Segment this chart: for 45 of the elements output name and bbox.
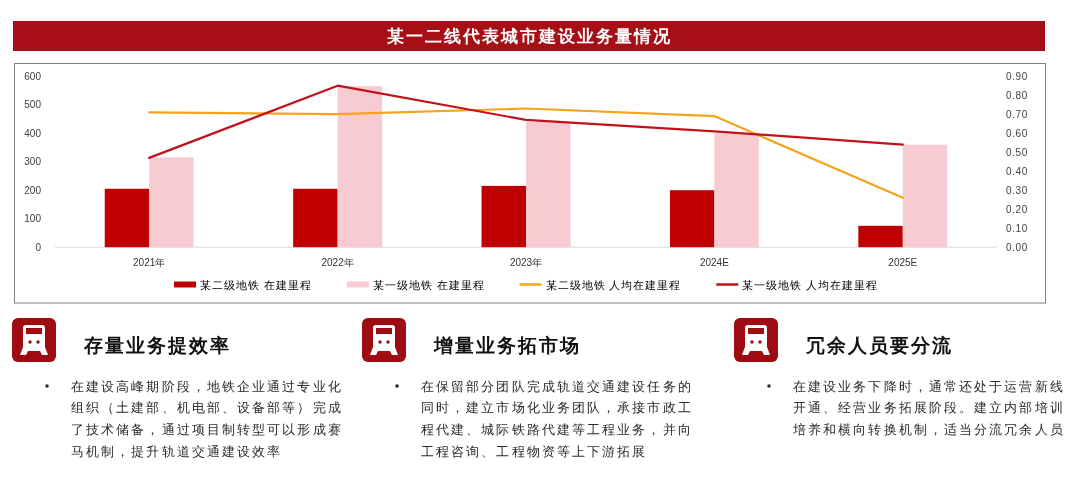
y2-tick-label: 0.60 (1006, 127, 1028, 139)
y2-tick-label: 0.30 (1006, 184, 1028, 196)
x-tick-label: 2024E (699, 256, 730, 268)
text: 增量业务拓市场 (434, 334, 581, 358)
bar (714, 133, 759, 248)
x-tick-label: 2021年 (133, 256, 166, 268)
y2-tick-label: 0.70 (1006, 108, 1028, 120)
y-tick-label: 0 (35, 241, 42, 253)
y-tick-label: 100 (24, 213, 42, 225)
bar (104, 188, 150, 248)
y2-tick-label: 0.10 (1006, 222, 1028, 234)
y-tick-label: 500 (24, 99, 42, 111)
y2-tick-label: 0.20 (1006, 203, 1028, 215)
y2-tick-label: 0.40 (1006, 165, 1028, 177)
chart-title: 某一二线代表城市建设业务量情况 (385, 26, 672, 46)
legend-label: 某二级地铁 人均在建里程 (545, 278, 682, 291)
line-series (148, 107, 904, 199)
text: 在保留部分团队完成轨道交通建设任务的同时，建立市场化业务团队，承接市政工程代建、城际铁路代建等工程业务，并向工程咨询、工程物资等上下游拓展 (421, 378, 693, 459)
y2-tick-label: 0.80 (1006, 89, 1028, 101)
legend-label: 某一级地铁 在建里程 (372, 278, 485, 291)
line-series (148, 84, 904, 159)
legend-label: 某二级地铁 在建里程 (200, 278, 312, 291)
x-tick-label: 2022年 (321, 256, 354, 268)
text: 在建设高峰期阶段，地铁企业通过专业化组织（土建部、机电部、设备部等）完成了技术储备，通过项目制转型可以形成赛马机制，提升轨道交通建设效率 (71, 378, 343, 459)
x-tick-label: 2023年 (509, 256, 543, 268)
bar (526, 121, 571, 248)
text: 存量业务提效率 (84, 334, 231, 358)
y-tick-label: 300 (24, 156, 42, 168)
y-tick-label: 400 (24, 127, 42, 139)
x-tick-label: 2025E (888, 256, 918, 268)
y2-tick-label: 0.00 (1006, 241, 1028, 253)
bar (858, 225, 903, 248)
bar (293, 188, 338, 248)
text: 在建设业务下降时，通常还处于运营新线开通、经营业务拓展阶段。建立内部培训培养和横向转换机制，适当分流冗余人员 (793, 378, 1065, 437)
legend-label: 某一级地铁 人均在建里程 (742, 278, 878, 291)
bar (481, 185, 526, 248)
y2-tick-label: 0.90 (1006, 70, 1028, 82)
bar (149, 157, 194, 248)
y2-tick-label: 0.50 (1006, 146, 1028, 158)
y-tick-label: 200 (24, 184, 42, 196)
y-tick-label: 600 (24, 70, 42, 82)
text: 冗余人员要分流 (806, 334, 953, 358)
bar (902, 144, 948, 248)
bar (337, 86, 383, 248)
bar (669, 190, 715, 248)
